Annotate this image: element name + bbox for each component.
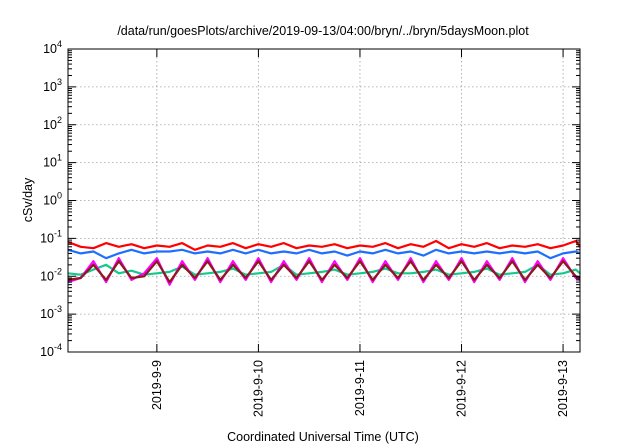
- series-line-5: [67, 260, 581, 284]
- tick-labels: 10-4 10-3 10-2 10-1 100 101 102 103 104 2019-9-9 2…: [40, 39, 570, 417]
- x-tick-label: 2019-9-11: [353, 360, 367, 416]
- x-tick-label: 2019-9-9: [150, 360, 164, 410]
- y-tick-label: 104: [43, 39, 62, 56]
- y-tick-label: 10-1: [40, 228, 62, 245]
- grid: [68, 49, 580, 352]
- x-axis-label: Coordinated Universal Time (UTC): [227, 430, 419, 444]
- x-tick-label: 2019-9-10: [251, 360, 265, 417]
- y-tick-label: 101: [43, 153, 62, 170]
- y-tick-label: 10-4: [40, 342, 62, 359]
- x-tick-label: 2019-9-12: [455, 360, 469, 417]
- y-axis-label: cSv/day: [21, 177, 35, 222]
- series-line-1: [67, 239, 581, 251]
- y-tick-label: 10-3: [40, 304, 62, 321]
- y-tick-label: 102: [43, 115, 62, 132]
- y-tick-label: 10-2: [40, 266, 62, 283]
- series-line-2: [67, 248, 581, 260]
- series-layer: [67, 239, 581, 286]
- chart-title: /data/run/goesPlots/archive/2019-09-13/0…: [117, 24, 529, 38]
- axis-ticks: [68, 48, 580, 353]
- x-tick-label: 2019-9-13: [556, 360, 570, 417]
- y-tick-label: 100: [43, 191, 62, 208]
- y-tick-label: 103: [43, 77, 62, 94]
